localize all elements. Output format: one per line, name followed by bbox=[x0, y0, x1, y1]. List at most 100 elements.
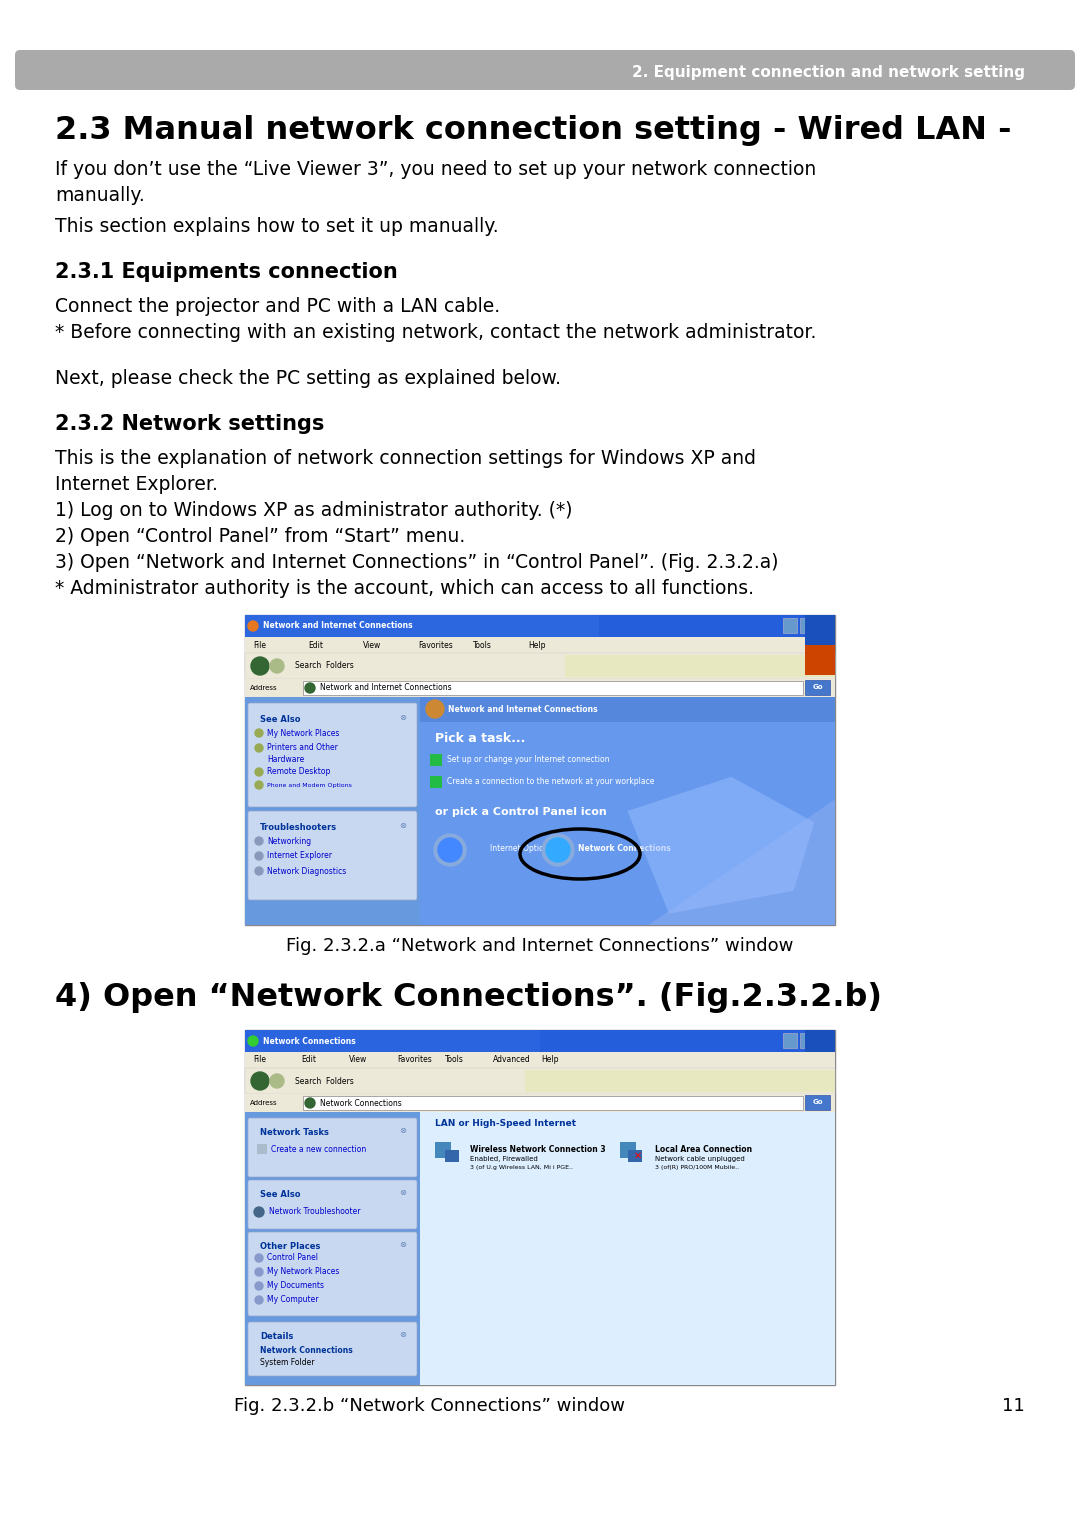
FancyBboxPatch shape bbox=[627, 1151, 642, 1161]
Text: ⊗: ⊗ bbox=[400, 1239, 406, 1249]
Text: My Documents: My Documents bbox=[267, 1281, 324, 1290]
Text: My Computer: My Computer bbox=[267, 1296, 319, 1305]
Text: Pick a task...: Pick a task... bbox=[435, 732, 525, 745]
FancyBboxPatch shape bbox=[245, 1030, 540, 1052]
Text: Address: Address bbox=[249, 685, 278, 691]
Text: Search  Folders: Search Folders bbox=[295, 662, 354, 671]
Text: ◄: ◄ bbox=[257, 663, 262, 669]
FancyBboxPatch shape bbox=[620, 1141, 636, 1158]
FancyBboxPatch shape bbox=[15, 51, 1075, 90]
Circle shape bbox=[546, 838, 570, 863]
Text: Address: Address bbox=[249, 1100, 278, 1106]
Text: Enabled, Firewalled: Enabled, Firewalled bbox=[470, 1157, 538, 1161]
FancyBboxPatch shape bbox=[245, 1052, 835, 1068]
FancyBboxPatch shape bbox=[245, 614, 835, 637]
FancyBboxPatch shape bbox=[783, 617, 797, 633]
Text: ✕: ✕ bbox=[634, 1151, 643, 1161]
FancyBboxPatch shape bbox=[245, 1112, 420, 1385]
Text: 2) Open “Control Panel” from “Start” menu.: 2) Open “Control Panel” from “Start” men… bbox=[55, 527, 465, 545]
FancyBboxPatch shape bbox=[248, 1118, 417, 1177]
Text: Hardware: Hardware bbox=[267, 755, 305, 764]
Circle shape bbox=[305, 683, 315, 692]
Text: or pick a Control Panel icon: or pick a Control Panel icon bbox=[435, 807, 607, 817]
Text: Remote Desktop: Remote Desktop bbox=[267, 768, 330, 777]
Text: Local Area Connection: Local Area Connection bbox=[654, 1144, 752, 1154]
Circle shape bbox=[426, 700, 444, 719]
FancyBboxPatch shape bbox=[816, 1033, 831, 1048]
FancyBboxPatch shape bbox=[420, 697, 835, 722]
FancyBboxPatch shape bbox=[805, 645, 835, 676]
FancyBboxPatch shape bbox=[525, 1069, 835, 1092]
Text: Network and Internet Connections: Network and Internet Connections bbox=[448, 705, 597, 714]
Text: Networking: Networking bbox=[267, 836, 311, 846]
Circle shape bbox=[255, 768, 264, 777]
Text: ⊗: ⊗ bbox=[400, 821, 406, 830]
Text: Go: Go bbox=[813, 683, 823, 689]
Text: Network cable unplugged: Network cable unplugged bbox=[654, 1157, 745, 1161]
Circle shape bbox=[255, 745, 264, 752]
Text: Favorites: Favorites bbox=[397, 1056, 432, 1065]
Text: Network and Internet Connections: Network and Internet Connections bbox=[264, 622, 413, 631]
Text: Network Troubleshooter: Network Troubleshooter bbox=[269, 1207, 361, 1216]
Circle shape bbox=[254, 1207, 264, 1216]
FancyBboxPatch shape bbox=[800, 1033, 814, 1048]
Text: Troubleshooters: Troubleshooters bbox=[260, 823, 337, 832]
FancyBboxPatch shape bbox=[303, 1095, 804, 1111]
Text: Fig. 2.3.2.b “Network Connections” window: Fig. 2.3.2.b “Network Connections” windo… bbox=[234, 1397, 625, 1416]
Text: Tools: Tools bbox=[445, 1056, 464, 1065]
Text: See Also: See Also bbox=[260, 715, 300, 725]
FancyBboxPatch shape bbox=[248, 810, 417, 899]
Text: My Network Places: My Network Places bbox=[267, 1267, 339, 1276]
Text: View: View bbox=[349, 1056, 367, 1065]
Text: ⊗: ⊗ bbox=[400, 712, 406, 722]
Text: Printers and Other: Printers and Other bbox=[267, 743, 338, 752]
Text: Advanced: Advanced bbox=[492, 1056, 530, 1065]
FancyBboxPatch shape bbox=[245, 1068, 835, 1094]
Polygon shape bbox=[627, 777, 814, 913]
FancyBboxPatch shape bbox=[805, 680, 831, 696]
Text: Next, please check the PC setting as explained below.: Next, please check the PC setting as exp… bbox=[55, 369, 561, 388]
Text: Details: Details bbox=[260, 1331, 294, 1340]
Circle shape bbox=[248, 1036, 258, 1046]
FancyBboxPatch shape bbox=[245, 697, 420, 925]
FancyBboxPatch shape bbox=[800, 617, 814, 633]
Text: Network and Internet Connections: Network and Internet Connections bbox=[320, 683, 451, 692]
Text: Help: Help bbox=[528, 640, 545, 650]
Circle shape bbox=[542, 833, 573, 866]
Text: Create a connection to the network at your workplace: Create a connection to the network at yo… bbox=[447, 778, 654, 786]
Text: * Administrator authority is the account, which can access to all functions.: * Administrator authority is the account… bbox=[55, 579, 754, 597]
FancyBboxPatch shape bbox=[445, 1151, 459, 1161]
Text: 2.3.1 Equipments connection: 2.3.1 Equipments connection bbox=[55, 262, 397, 282]
Circle shape bbox=[434, 833, 465, 866]
Text: ◄: ◄ bbox=[257, 1079, 262, 1085]
Text: Connect the projector and PC with a LAN cable.: Connect the projector and PC with a LAN … bbox=[55, 297, 500, 316]
FancyBboxPatch shape bbox=[783, 1033, 797, 1048]
Text: 3) Open “Network and Internet Connections” in “Control Panel”. (Fig. 2.3.2.a): 3) Open “Network and Internet Connection… bbox=[55, 553, 779, 571]
Text: Search  Folders: Search Folders bbox=[295, 1077, 354, 1086]
Text: Fig. 2.3.2.a “Network and Internet Connections” window: Fig. 2.3.2.a “Network and Internet Conne… bbox=[286, 938, 794, 954]
FancyBboxPatch shape bbox=[245, 614, 599, 637]
FancyBboxPatch shape bbox=[805, 1095, 831, 1111]
FancyBboxPatch shape bbox=[257, 1144, 267, 1154]
Text: ⊗: ⊗ bbox=[400, 1187, 406, 1196]
FancyBboxPatch shape bbox=[248, 1180, 417, 1229]
Text: Tools: Tools bbox=[473, 640, 491, 650]
Text: ⊗: ⊗ bbox=[400, 1126, 406, 1135]
Text: Network Connections: Network Connections bbox=[260, 1347, 353, 1354]
Text: 3 (of U.g Wireless LAN, Mi i PGE..: 3 (of U.g Wireless LAN, Mi i PGE.. bbox=[470, 1164, 573, 1170]
Text: Go: Go bbox=[813, 1098, 823, 1105]
Text: See Also: See Also bbox=[260, 1190, 300, 1200]
Text: System Folder: System Folder bbox=[260, 1357, 314, 1367]
Text: File: File bbox=[253, 640, 266, 650]
FancyBboxPatch shape bbox=[248, 1232, 417, 1316]
Text: 2.3.2 Network settings: 2.3.2 Network settings bbox=[55, 414, 324, 434]
Polygon shape bbox=[648, 800, 835, 925]
Text: ⊗: ⊗ bbox=[400, 1330, 406, 1339]
Circle shape bbox=[251, 657, 269, 676]
FancyBboxPatch shape bbox=[435, 1141, 451, 1158]
Text: Network Diagnostics: Network Diagnostics bbox=[267, 867, 347, 875]
Circle shape bbox=[255, 867, 264, 875]
Circle shape bbox=[255, 852, 264, 859]
Text: File: File bbox=[253, 1056, 266, 1065]
FancyBboxPatch shape bbox=[245, 1030, 835, 1385]
